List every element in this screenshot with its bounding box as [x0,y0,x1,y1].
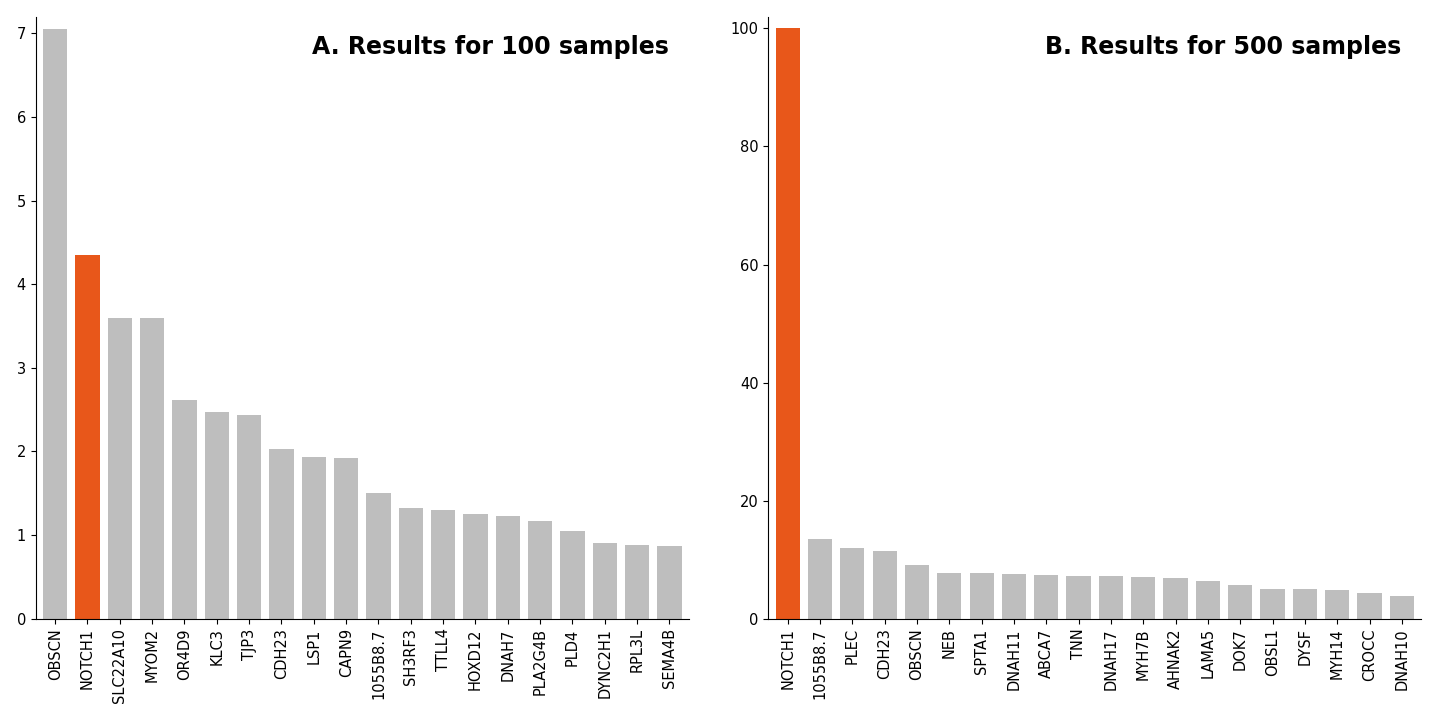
Bar [775,29,800,618]
Bar [1067,575,1091,618]
Bar [75,255,99,618]
Bar [43,30,68,618]
Bar [431,510,456,618]
Bar [938,572,962,618]
Bar [1163,578,1188,618]
Bar [808,539,833,618]
Bar [1228,585,1252,618]
Bar [1196,582,1219,618]
Bar [626,545,649,618]
Bar [496,516,521,618]
Bar [657,546,682,618]
Bar [1261,588,1284,618]
Text: A. Results for 100 samples: A. Results for 100 samples [312,35,669,59]
Bar [108,318,132,618]
Bar [269,449,293,618]
Bar [969,573,994,618]
Bar [873,551,897,618]
Bar [561,531,585,618]
Bar [1002,574,1027,618]
Bar [1293,589,1317,618]
Bar [528,521,552,618]
Bar [173,400,197,618]
Bar [592,544,617,618]
Bar [1132,577,1155,618]
Bar [139,318,164,618]
Bar [1389,596,1414,618]
Text: B. Results for 500 samples: B. Results for 500 samples [1045,35,1402,59]
Bar [1099,576,1123,618]
Bar [905,565,929,618]
Bar [1357,593,1382,618]
Bar [398,508,423,618]
Bar [367,493,391,618]
Bar [840,548,864,618]
Bar [302,457,326,618]
Bar [204,412,229,618]
Bar [1326,590,1349,618]
Bar [463,514,487,618]
Bar [334,458,358,618]
Bar [237,415,262,618]
Bar [1034,575,1058,618]
